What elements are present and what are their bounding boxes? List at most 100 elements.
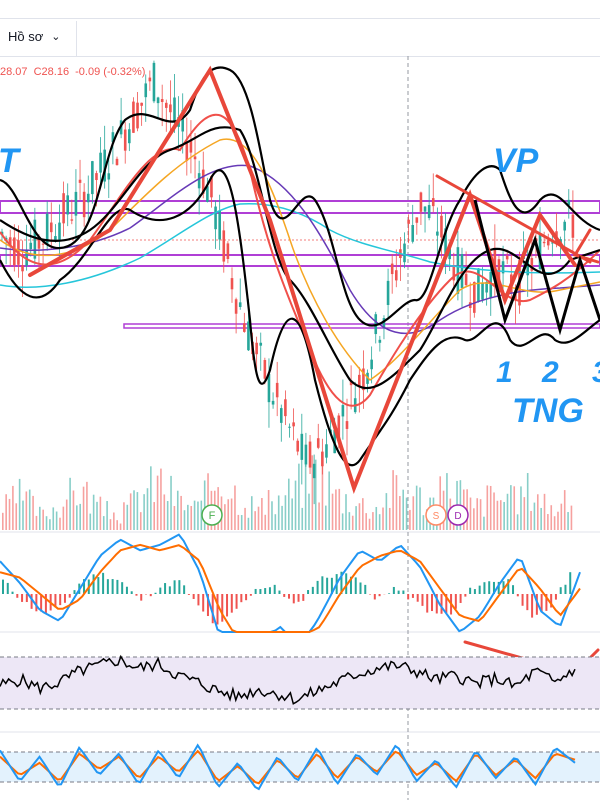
volume-bar <box>301 507 304 530</box>
stoch-k-line <box>0 743 576 791</box>
volume-bar <box>409 509 411 530</box>
volume-bar <box>499 500 502 530</box>
candle-body <box>49 222 53 233</box>
event-marker-d[interactable]: D <box>447 504 469 526</box>
macd-histogram-bar <box>435 594 438 614</box>
macd-histogram-bar <box>249 594 252 596</box>
candle-body <box>95 173 98 181</box>
candle-body <box>415 217 419 223</box>
candle-body <box>226 243 230 259</box>
macd-histogram-bar <box>554 594 557 600</box>
macd-histogram-bar <box>316 580 319 594</box>
volume-bar <box>166 501 169 530</box>
macd-histogram-bar <box>268 587 271 594</box>
volume-bar <box>160 468 162 530</box>
volume-bar <box>106 501 108 530</box>
volume-bar <box>341 513 344 530</box>
candle-body <box>312 463 316 479</box>
volume-bar <box>190 505 193 530</box>
volume-bar <box>59 517 61 530</box>
volume-bar <box>365 513 367 530</box>
volume-bar <box>496 500 499 530</box>
volume-bar <box>489 485 492 530</box>
candle-body <box>193 156 197 160</box>
volume-bar <box>348 512 351 530</box>
macd-histogram-bar <box>464 594 467 597</box>
macd-histogram-bar <box>340 571 343 594</box>
candle-body <box>452 266 456 281</box>
svg-text:D: D <box>454 511 461 522</box>
volume-bar <box>92 494 95 530</box>
macd-histogram-bar <box>569 572 572 594</box>
macd-histogram-bar <box>307 590 310 594</box>
candle-body <box>473 281 476 313</box>
volume-bar <box>530 510 532 530</box>
macd-histogram-bar <box>259 589 262 594</box>
macd-histogram-bar <box>392 586 395 594</box>
volume-bar <box>62 506 65 530</box>
macd-histogram-bar <box>321 576 324 594</box>
volume-bar <box>15 503 18 530</box>
volume-bar <box>516 514 519 530</box>
volume-panel <box>2 452 573 530</box>
macd-histogram-bar <box>73 590 76 594</box>
profile-dropdown[interactable]: Hồ sơ ⌄ <box>8 21 77 57</box>
macd-histogram-bar <box>469 587 472 594</box>
volume-bar <box>375 506 378 530</box>
candle-body <box>345 421 349 429</box>
candle-body <box>337 415 341 441</box>
macd-histogram-bar <box>92 574 95 594</box>
change-percent: (-0.32%) <box>103 66 146 78</box>
ohlc-legend: 28.07 C28.16 -0.09 (-0.32%) <box>0 66 145 78</box>
candle-body <box>214 206 217 230</box>
volume-bar <box>271 501 273 530</box>
macd-histogram-bar <box>221 594 224 622</box>
volume-bar <box>139 512 142 530</box>
close-label: C <box>33 66 42 78</box>
volume-bar <box>224 504 226 530</box>
macd-histogram-bar <box>497 581 500 594</box>
volume-bar <box>240 515 243 530</box>
candle-body <box>74 191 78 216</box>
event-marker-s[interactable]: S <box>425 504 447 526</box>
candle-body <box>234 299 238 314</box>
macd-histogram-bar <box>230 594 233 613</box>
macd-histogram-bar <box>106 579 109 594</box>
candle-body <box>444 228 447 259</box>
macd-histogram-bar <box>254 588 257 594</box>
event-marker-f[interactable]: F <box>201 504 223 526</box>
macd-histogram-bar <box>507 579 510 594</box>
volume-bar <box>520 486 522 530</box>
volume-bar <box>405 497 408 530</box>
volume-bar <box>176 490 179 530</box>
candle-body <box>551 242 554 244</box>
candle-body <box>477 268 480 302</box>
macd-histogram-bar <box>245 594 248 601</box>
volume-bar <box>143 494 145 530</box>
candle-body <box>304 444 308 465</box>
volume-bar <box>197 501 199 530</box>
macd-histogram-bar <box>512 585 515 594</box>
candle-body <box>21 265 24 272</box>
macd-histogram-bar <box>226 594 229 617</box>
candle-body <box>107 173 111 180</box>
volume-bar <box>439 476 442 530</box>
candle-body <box>33 219 37 259</box>
volume-bar <box>5 494 7 530</box>
candle-body <box>481 283 484 300</box>
candle-body <box>160 99 164 103</box>
macd-histogram-bar <box>421 594 424 606</box>
macd-histogram-bar <box>159 587 162 594</box>
volume-bar <box>153 502 156 530</box>
macd-histogram-bar <box>83 579 86 594</box>
candle-body <box>144 83 148 98</box>
annotation-tng: TNG <box>512 392 584 430</box>
macd-histogram-bar <box>426 594 429 613</box>
candle-body <box>358 374 361 388</box>
chart-canvas[interactable]: F S D T VP 1 2 3 TNG <box>0 56 600 800</box>
volume-bar <box>419 487 421 530</box>
volume-bar <box>362 498 364 530</box>
volume-bar <box>264 514 267 530</box>
volume-bar <box>298 463 300 530</box>
candle-body <box>218 210 221 240</box>
